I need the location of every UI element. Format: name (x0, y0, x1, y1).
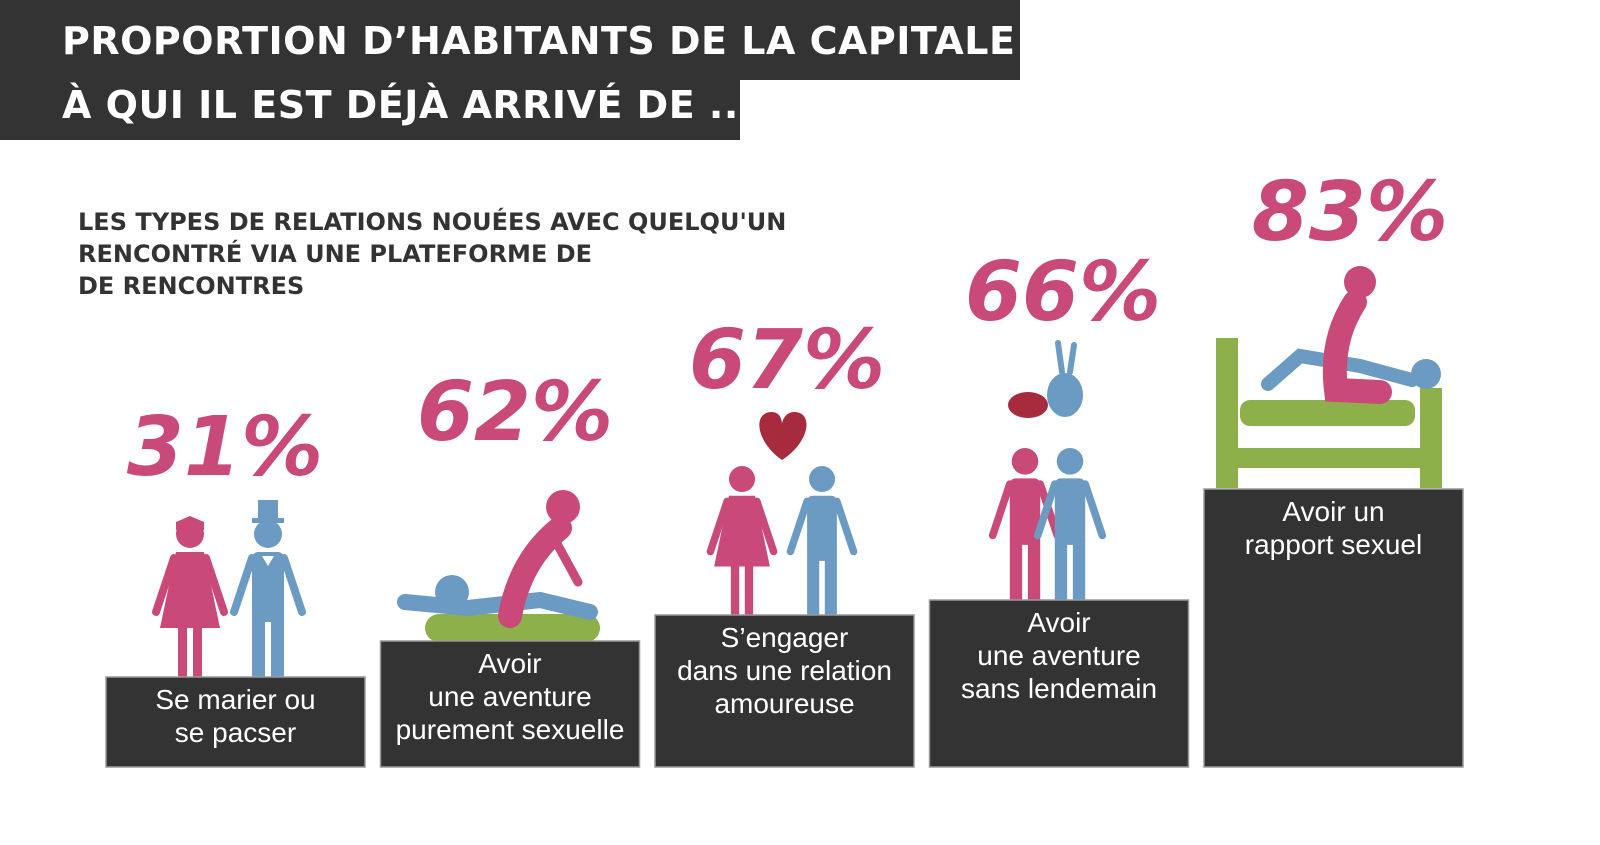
value-label: 62% (417, 365, 613, 460)
arm (1081, 480, 1107, 540)
arm (706, 497, 731, 556)
kneeling-body (498, 516, 572, 628)
arm (550, 535, 583, 587)
bow-tie (262, 556, 274, 566)
kneeling-body (1322, 290, 1392, 404)
value-label: 31% (127, 400, 323, 495)
couple-in-bed-icon (1216, 266, 1442, 488)
category-label: Se marier ou (155, 684, 315, 715)
veil (176, 516, 204, 530)
head (546, 490, 580, 524)
heart-icon (759, 412, 807, 460)
wedding-couple-icon (152, 500, 306, 680)
leg (252, 616, 265, 680)
arm (753, 497, 778, 556)
leg (824, 555, 837, 615)
category-label: S’engager (721, 622, 849, 653)
title-line-2-bar: À QUI IL EST DÉJÀ ARRIVÉ DE ... (0, 76, 754, 140)
arm (152, 554, 178, 616)
leg (178, 628, 187, 680)
head (728, 466, 756, 493)
leg (807, 555, 820, 615)
mat (425, 614, 600, 642)
step-block (379, 640, 641, 768)
category-label: une aventure (977, 640, 1140, 671)
category-label: rapport sexuel (1245, 529, 1422, 560)
rabbit-icon (1047, 373, 1083, 417)
torso (1054, 478, 1086, 545)
leg (1027, 539, 1041, 600)
bed-frame (1216, 448, 1442, 468)
leg (744, 566, 754, 615)
arm (280, 554, 306, 616)
category-label: une aventure (428, 681, 591, 712)
leg (193, 628, 202, 680)
rabbit-icon (1008, 392, 1048, 418)
arm (833, 497, 858, 556)
icons-layer (152, 266, 1442, 680)
head (1344, 266, 1376, 298)
leg (1009, 539, 1023, 600)
category-label: se pacser (175, 717, 296, 748)
value-label: 66% (965, 245, 1161, 340)
step-block (654, 614, 915, 768)
arm (202, 554, 228, 616)
category-label: Avoir un (1282, 496, 1384, 527)
mattress (1240, 400, 1415, 426)
bedpost (1420, 388, 1442, 488)
category-label: dans une relation (677, 655, 892, 686)
torso (807, 495, 837, 561)
leg (1054, 539, 1068, 600)
step-block (105, 676, 366, 768)
category-label: Avoir (478, 648, 541, 679)
arm (230, 554, 256, 616)
head (808, 466, 836, 493)
title-line-1-bar: PROPORTION D’HABITANTS DE LA CAPITALE (0, 0, 1020, 80)
arm (1033, 480, 1059, 540)
top-hat (258, 500, 278, 520)
torso (252, 552, 284, 622)
value-label: 67% (689, 313, 885, 408)
lying-body (397, 591, 598, 620)
title-line-2: À QUI IL EST DÉJÀ ARRIVÉ DE ... (62, 83, 754, 127)
torso (1009, 478, 1041, 545)
couple-holding-hands-heart-icon (706, 412, 858, 615)
rabbit-ears (1055, 340, 1077, 375)
head (1056, 448, 1084, 475)
dress (714, 495, 770, 567)
step-block (928, 599, 1190, 768)
subtitle-line: LES TYPES DE RELATIONS NOUÉES AVEC QUELQ… (78, 208, 787, 236)
step-block (1203, 488, 1464, 768)
head (1011, 448, 1039, 475)
leg (1072, 539, 1086, 600)
subtitle: LES TYPES DE RELATIONS NOUÉES AVEC QUELQ… (78, 206, 838, 302)
category-label: amoureuse (714, 688, 854, 719)
category-label: purement sexuelle (396, 714, 625, 745)
arm (786, 497, 811, 556)
hugging-couple-rabbits-icon (988, 340, 1107, 600)
subtitle-line: DE RENCONTRES (78, 272, 305, 300)
hat-brim (252, 518, 284, 523)
dress (160, 552, 220, 628)
leg (271, 616, 284, 680)
title-line-1: PROPORTION D’HABITANTS DE LA CAPITALE (62, 19, 1016, 63)
arm (988, 480, 1014, 540)
head (254, 520, 282, 548)
leg (730, 566, 740, 615)
value-label: 83% (1252, 165, 1448, 260)
couple-on-mat-icon (397, 490, 600, 642)
category-label: Avoir (1027, 607, 1090, 638)
subtitle-line: RENCONTRÉ VIA UNE PLATEFORME DE (78, 240, 593, 268)
category-label: sans lendemain (961, 673, 1157, 704)
